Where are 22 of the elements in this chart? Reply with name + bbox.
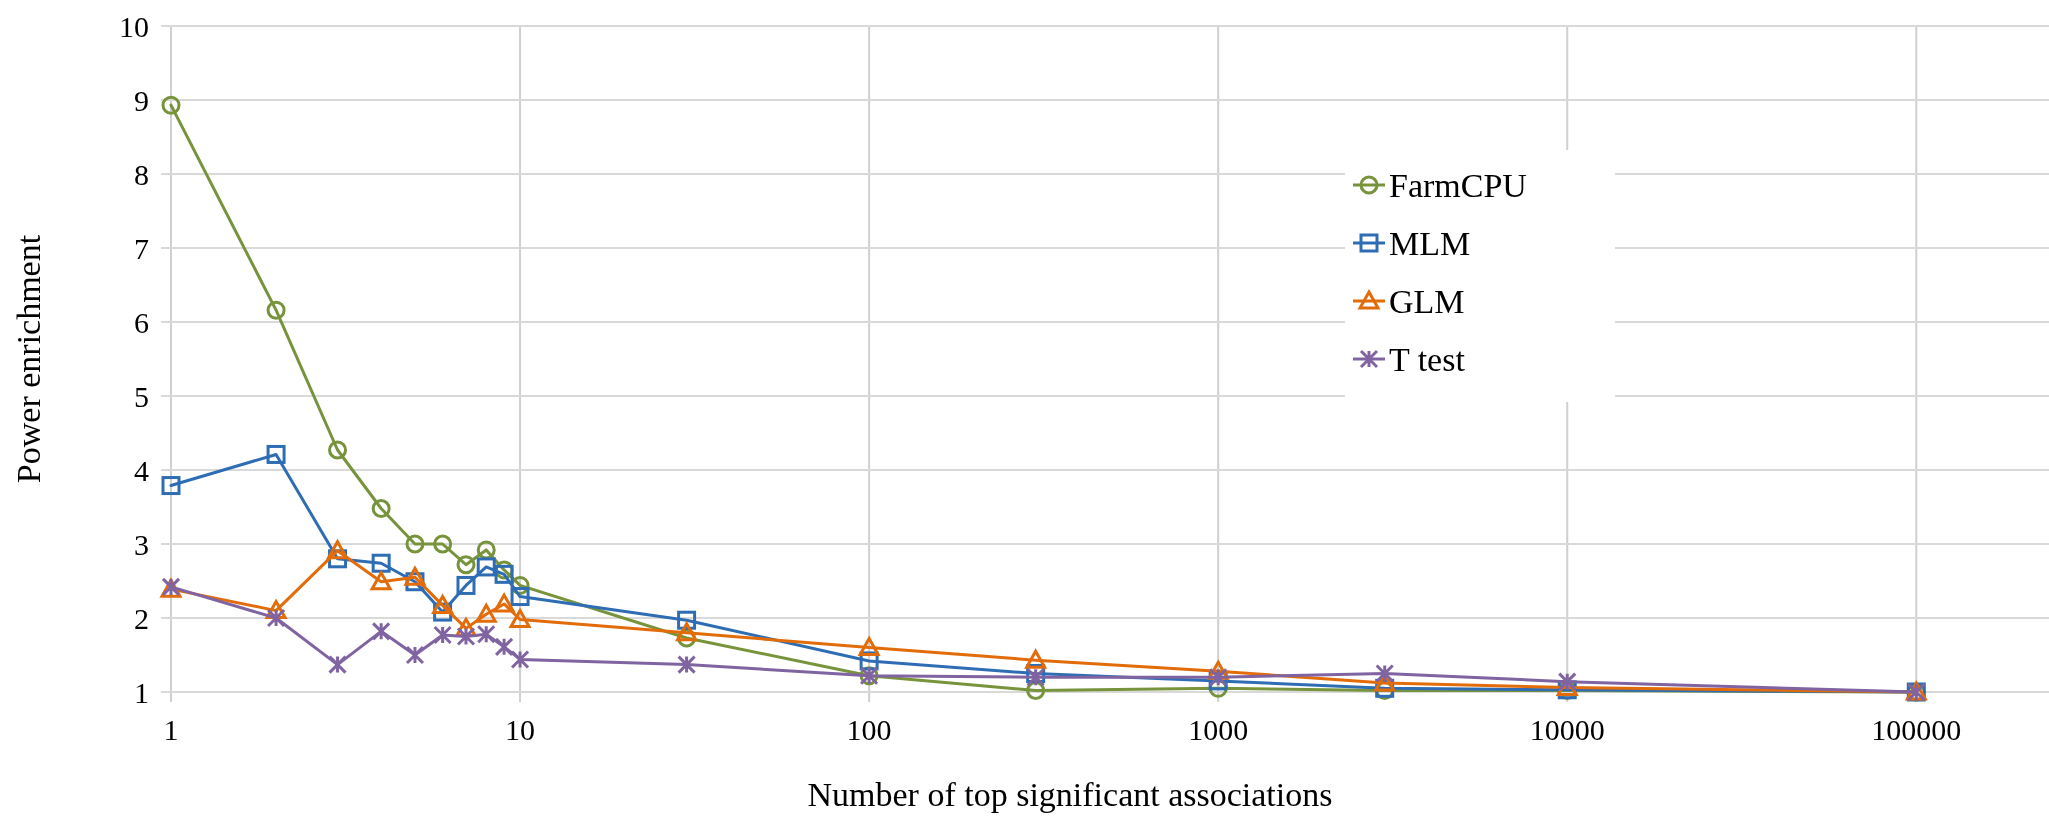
x-tick-label: 1 (163, 713, 179, 746)
y-tick-label: 9 (134, 83, 149, 117)
x-tick-label: 1000 (1188, 713, 1249, 746)
y-tick-label: 7 (134, 231, 149, 265)
legend-label: T test (1389, 340, 1466, 378)
y-axis-title: Power enrichment (10, 234, 47, 484)
y-tick-label: 5 (134, 379, 149, 413)
x-tick-label: 10000 (1529, 713, 1605, 746)
x-tick-label: 100000 (1871, 713, 1962, 746)
y-tick-label: 6 (134, 305, 149, 339)
y-tick-label: 4 (134, 453, 149, 487)
legend-label: FarmCPU (1389, 166, 1527, 204)
x-axis-title: Number of top significant associations (807, 776, 1333, 813)
legend-label: MLM (1389, 224, 1471, 262)
y-tick-label: 2 (134, 601, 149, 635)
legend-label: GLM (1389, 282, 1465, 320)
y-tick-label: 10 (119, 9, 149, 43)
x-tick-label: 10 (505, 713, 536, 746)
x-tick-label: 100 (846, 713, 892, 746)
y-tick-label: 3 (134, 527, 149, 561)
y-tick-label: 1 (134, 675, 149, 709)
y-tick-label: 8 (134, 157, 149, 191)
